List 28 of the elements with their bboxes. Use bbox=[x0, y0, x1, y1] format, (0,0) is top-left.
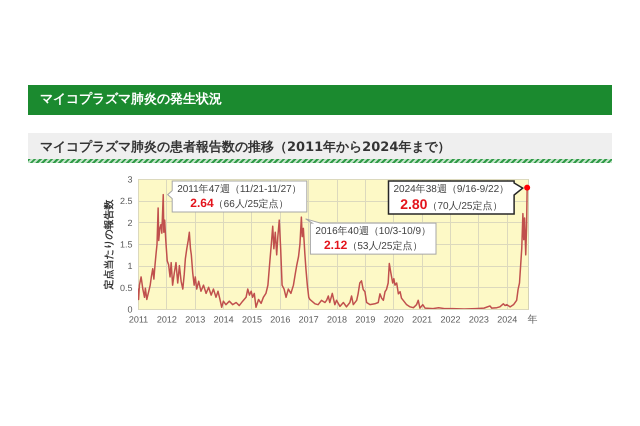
annotation: 2016年40週（10/3-10/9） 2.12（53人/25定点） bbox=[315, 225, 432, 252]
y-tick-label: 2.5 bbox=[120, 196, 132, 206]
x-tick-label: 2023 bbox=[468, 314, 489, 324]
y-tick-label: 1.5 bbox=[120, 240, 132, 250]
y-tick-label: 0 bbox=[127, 304, 132, 314]
chart-title: マイコプラズマ肺炎の発生状況 bbox=[40, 91, 222, 108]
x-tick-label: 2022 bbox=[440, 314, 461, 324]
y-axis-title: 定点当たりの報告数 bbox=[102, 198, 115, 290]
x-tick-label: 2019 bbox=[355, 314, 376, 324]
y-tick-label: 2 bbox=[127, 218, 132, 228]
x-axis-title: 年 bbox=[528, 314, 538, 326]
y-tick-label: 0.5 bbox=[120, 282, 132, 293]
y-tick-label: 1 bbox=[127, 261, 132, 272]
x-tick-label: 2018 bbox=[327, 314, 348, 324]
x-tick-label: 2016 bbox=[270, 314, 290, 324]
x-tick-label: 2014 bbox=[214, 314, 234, 324]
annotation: 2024年38週（9/16-9/22） 2.80（70人/25定点） bbox=[394, 183, 510, 212]
x-tick-label: 2024 bbox=[497, 314, 518, 324]
x-tick-label: 2015 bbox=[242, 314, 262, 324]
x-tick-label: 2013 bbox=[185, 314, 206, 324]
chart-subtitle: マイコプラズマ肺炎の患者報告数の推移（2011年から2024年まで） bbox=[40, 139, 450, 156]
y-tick-label: 3 bbox=[127, 174, 132, 184]
x-tick-label: 2011 bbox=[128, 314, 148, 324]
x-tick-label: 2012 bbox=[156, 314, 177, 324]
x-tick-label: 2017 bbox=[298, 314, 319, 324]
x-tick-label: 2021 bbox=[412, 314, 432, 324]
annotation: 2011年47週（11/21-11/27） 2.64（66人/25定点） bbox=[177, 183, 302, 210]
x-tick-label: 2020 bbox=[384, 314, 404, 324]
